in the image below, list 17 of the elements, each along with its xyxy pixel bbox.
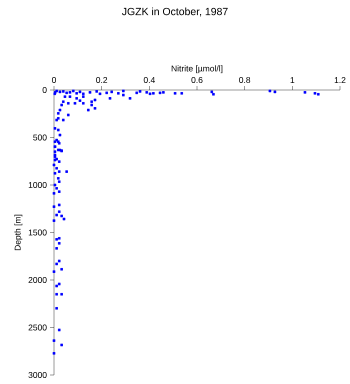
chart-title: JGZK in October, 1987 (122, 8, 228, 16)
x-tick-label: 0.4 (144, 77, 155, 83)
y-tick-label: 3000 (28, 372, 47, 378)
x-tick-label: 1.2 (334, 77, 346, 83)
x-tick-label: 1 (290, 77, 294, 83)
y-tick-label: 500 (33, 134, 47, 140)
x-tick-label: 0.6 (191, 77, 203, 83)
y-tick-label: 0 (42, 87, 47, 93)
y-tick-label: 2000 (28, 277, 47, 283)
y-tick-label: 1500 (28, 230, 47, 236)
x-axis-title: Nitrite [µmol/l] (172, 65, 222, 74)
x-tick-label: 0 (52, 77, 56, 83)
x-tick-label: 0.2 (96, 77, 108, 83)
y-tick-label: 2500 (28, 324, 47, 330)
y-tick-label: 1000 (28, 182, 47, 188)
x-tick-label: 0.8 (239, 77, 250, 83)
y-axis-title: Depth [m] (14, 214, 22, 250)
